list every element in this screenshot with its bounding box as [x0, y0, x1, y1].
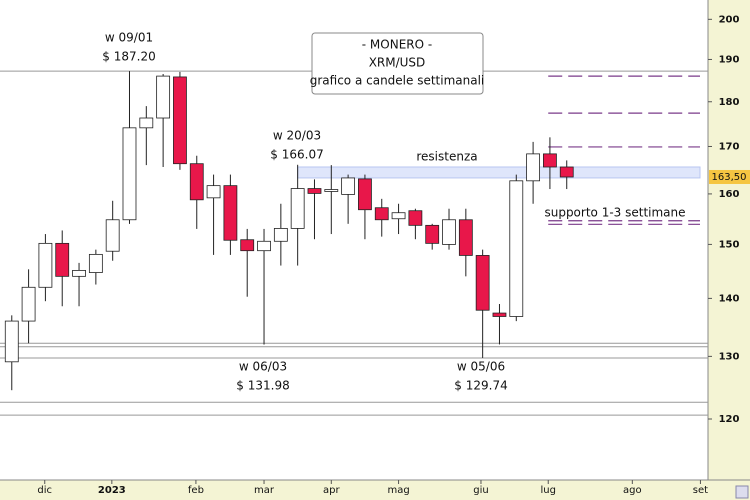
- candle-body: [139, 117, 154, 129]
- y-tick-label: 200: [719, 14, 740, 25]
- candle-body: [173, 76, 187, 165]
- candle-body: [105, 219, 120, 252]
- y-tick-label: 180: [719, 97, 740, 108]
- x-tick-label: dic: [37, 485, 52, 496]
- candle-body: [240, 239, 255, 252]
- candle-body: [425, 224, 440, 244]
- annotation-value: $ 129.74: [454, 379, 507, 393]
- resistance-label: resistenza: [416, 150, 477, 164]
- x-tick-label: apr: [323, 485, 340, 496]
- candle-body: [341, 177, 356, 195]
- x-tick-label: lug: [541, 485, 556, 496]
- annotation-value: $ 131.98: [236, 379, 289, 393]
- x-tick-label: mag: [387, 485, 409, 496]
- candle-body: [189, 163, 204, 201]
- y-tick-label: 130: [719, 351, 740, 362]
- y-axis-band: [708, 0, 750, 500]
- candle-body: [38, 242, 53, 288]
- x-tick-label: mar: [254, 485, 275, 496]
- candle-body: [156, 75, 171, 119]
- y-tick-label: 150: [719, 239, 740, 250]
- corner-icon[interactable]: [735, 485, 749, 499]
- annotation: w 06/03: [239, 360, 287, 374]
- support-label: supporto 1-3 settimane: [544, 206, 685, 220]
- candle-body: [492, 312, 507, 317]
- candle-body: [475, 255, 490, 311]
- candle-body: [358, 178, 372, 211]
- chart-title: XRM/USD: [369, 56, 426, 70]
- candle-body: [72, 269, 86, 277]
- annotation: w 05/06: [457, 360, 505, 374]
- y-tick-label: 160: [719, 189, 740, 200]
- candle-body: [257, 240, 271, 252]
- x-tick-label: feb: [188, 485, 204, 496]
- x-tick-label: set: [693, 485, 708, 496]
- candle-body: [442, 219, 456, 245]
- candle-body: [559, 166, 574, 178]
- resistance-band: [297, 166, 701, 179]
- x-tick-label: 2023: [98, 485, 126, 496]
- x-axis-band: [0, 480, 750, 500]
- candle-body: [55, 242, 70, 277]
- last-price-box: [709, 169, 750, 184]
- candle-body: [324, 189, 339, 192]
- y-tick-label: 170: [719, 141, 740, 152]
- candle-body: [122, 127, 137, 221]
- annotation-value: $ 166.07: [270, 148, 323, 162]
- candle-body: [543, 153, 557, 168]
- y-tick-label: 140: [719, 293, 740, 304]
- candle-body: [526, 153, 541, 182]
- title-box: [311, 32, 484, 95]
- candle-body: [290, 188, 305, 229]
- annotation: w 09/01: [105, 31, 153, 45]
- candle-body: [374, 207, 389, 221]
- candle-body: [88, 253, 103, 273]
- candle-body: [206, 185, 221, 199]
- candle-body: [509, 180, 524, 317]
- last-price-label: 163,50: [712, 172, 747, 183]
- candle-body: [408, 210, 423, 226]
- candle-body: [391, 212, 406, 220]
- annotation-value: $ 187.20: [102, 50, 155, 64]
- y-tick-label: 190: [719, 54, 740, 65]
- x-tick-label: ago: [623, 485, 642, 496]
- candle-body: [273, 228, 288, 242]
- plot: [0, 70, 708, 416]
- candle-body: [223, 185, 238, 241]
- chart-title: grafico a candele settimanali: [310, 74, 485, 88]
- annotation: w 20/03: [273, 129, 321, 143]
- candle-body: [458, 219, 473, 256]
- x-tick-label: giu: [473, 485, 488, 496]
- candle-body: [4, 320, 19, 363]
- candle-body: [307, 188, 322, 194]
- chart-title: - MONERO -: [362, 38, 432, 52]
- candle-body: [21, 286, 36, 322]
- y-tick-label: 120: [719, 414, 740, 425]
